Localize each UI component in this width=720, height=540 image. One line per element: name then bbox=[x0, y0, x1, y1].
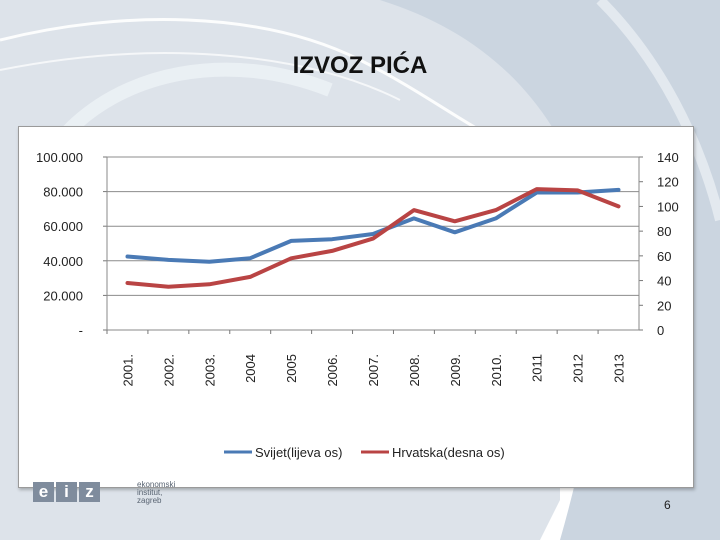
y-left-tick-label: 40.000 bbox=[43, 254, 83, 269]
logo-letter: e bbox=[33, 482, 54, 502]
legend-label: Svijet(lijeva os) bbox=[255, 445, 342, 460]
y-left-tick-label: 80.000 bbox=[43, 185, 83, 200]
x-tick-label: 2002. bbox=[161, 354, 176, 387]
x-tick-label: 2005 bbox=[284, 354, 299, 383]
x-tick-label: 2006. bbox=[325, 354, 340, 387]
slide-title: IZVOZ PIĆA bbox=[292, 52, 428, 79]
y-left-tick-label: 20.000 bbox=[43, 288, 83, 303]
y-right-tick-label: 120 bbox=[657, 175, 679, 190]
line-chart: - 20.000 40.000 60.000 80.000 100.000 0 20 40 60 8… bbox=[36, 150, 679, 460]
x-tick-label: 2003. bbox=[202, 354, 217, 387]
logo-subtitle-line: ekonomski bbox=[137, 480, 176, 489]
logo-letter: i bbox=[56, 482, 77, 502]
y-right-tick-label: 140 bbox=[657, 150, 679, 165]
eiz-logo: e i z ekonomski institut, zagreb bbox=[33, 481, 183, 506]
y-right-tick-label: 20 bbox=[657, 298, 671, 313]
x-tick-label: 2009. bbox=[448, 354, 463, 387]
logo-letters: e i z bbox=[33, 482, 100, 502]
x-tick-label: 2011 bbox=[530, 354, 545, 382]
y-right-tick-label: 0 bbox=[657, 323, 664, 338]
x-tick-label: 2013 bbox=[612, 354, 627, 383]
y-right-tick-label: 40 bbox=[657, 274, 671, 289]
y-left-tick-label: 100.000 bbox=[36, 150, 83, 165]
chart-frame: - 20.000 40.000 60.000 80.000 100.000 0 20 40 60 8… bbox=[18, 126, 694, 488]
y-right-tick-label: 100 bbox=[657, 199, 679, 214]
logo-subtitle-line: zagreb bbox=[137, 496, 162, 505]
page-number: 6 bbox=[664, 498, 671, 512]
x-tick-label: 2008. bbox=[407, 354, 422, 387]
x-tick-label: 2012 bbox=[571, 354, 586, 383]
legend-label: Hrvatska(desna os) bbox=[392, 445, 505, 460]
logo-letter: z bbox=[79, 482, 100, 502]
logo-subtitle-line: institut, bbox=[137, 488, 163, 497]
y-right-tick-label: 60 bbox=[657, 249, 671, 264]
x-tick-label: 2004 bbox=[243, 354, 258, 383]
y-right-tick-label: 80 bbox=[657, 224, 671, 239]
logo-subtitle: ekonomski institut, zagreb bbox=[137, 481, 175, 505]
series-line-croatia bbox=[125, 187, 621, 289]
y-left-tick-label: 60.000 bbox=[43, 219, 83, 234]
x-tick-label: 2007. bbox=[366, 354, 381, 387]
y-left-tick-label: - bbox=[79, 323, 83, 338]
x-tick-label: 2001. bbox=[120, 354, 135, 387]
series-line-world bbox=[125, 187, 621, 264]
x-tick-label: 2010. bbox=[489, 354, 504, 387]
